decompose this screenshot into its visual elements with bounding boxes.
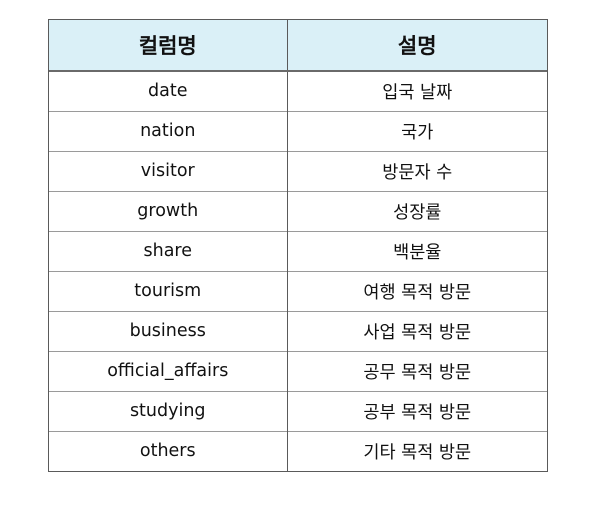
cell-description: 백분율 [287,230,547,271]
cell-column-name: tourism [49,270,288,311]
header-description: 설명 [287,20,547,72]
table-row: tourism 여행 목적 방문 [49,270,547,311]
table-row: business 사업 목적 방문 [49,310,547,351]
cell-description: 기타 목적 방문 [287,430,547,471]
cell-column-name: others [49,430,288,471]
table-row: studying 공부 목적 방문 [49,390,547,431]
cell-column-name: studying [49,390,288,431]
cell-column-name: visitor [49,150,288,191]
cell-description: 여행 목적 방문 [287,270,547,311]
cell-column-name: share [49,230,288,271]
cell-column-name: official_affairs [49,350,288,391]
cell-description: 방문자 수 [287,150,547,191]
table-header-row: 컬럼명 설명 [49,20,547,72]
table-row: growth 성장률 [49,190,547,231]
table-row: visitor 방문자 수 [49,150,547,191]
column-description-table-container: 컬럼명 설명 date 입국 날짜 nation 국가 visitor 방문자 … [48,19,548,472]
cell-column-name: nation [49,110,288,151]
table-row: date 입국 날짜 [49,71,547,111]
cell-description: 입국 날짜 [382,82,453,103]
header-column-name: 컬럼명 [49,20,288,72]
table-row: share 백분율 [49,230,547,271]
cell-description: 국가 [287,110,547,151]
table-row: official_affairs 공무 목적 방문 [49,350,547,391]
cell-description: 성장률 [287,190,547,231]
cell-column-name: growth [49,190,288,231]
cell-column-name: date [49,71,288,111]
cell-description: 사업 목적 방문 [287,310,547,351]
column-description-table: 컬럼명 설명 date 입국 날짜 nation 국가 visitor 방문자 … [49,20,547,471]
table-row: others 기타 목적 방문 [49,430,547,471]
cell-column-name: business [49,310,288,351]
cell-description: 공부 목적 방문 [287,390,547,431]
table-row: nation 국가 [49,110,547,151]
cell-description: 공무 목적 방문 [287,350,547,391]
